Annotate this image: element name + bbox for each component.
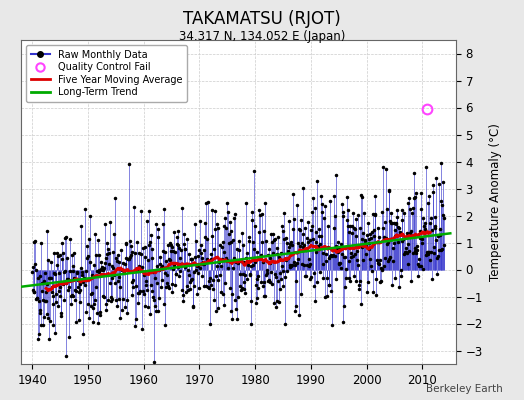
Text: TAKAMATSU (RJOT): TAKAMATSU (RJOT)	[183, 10, 341, 28]
Y-axis label: Temperature Anomaly (°C): Temperature Anomaly (°C)	[488, 123, 501, 281]
Legend: Raw Monthly Data, Quality Control Fail, Five Year Moving Average, Long-Term Tren: Raw Monthly Data, Quality Control Fail, …	[26, 45, 187, 102]
Text: 34.317 N, 134.052 E (Japan): 34.317 N, 134.052 E (Japan)	[179, 30, 345, 43]
Text: Berkeley Earth: Berkeley Earth	[427, 384, 503, 394]
